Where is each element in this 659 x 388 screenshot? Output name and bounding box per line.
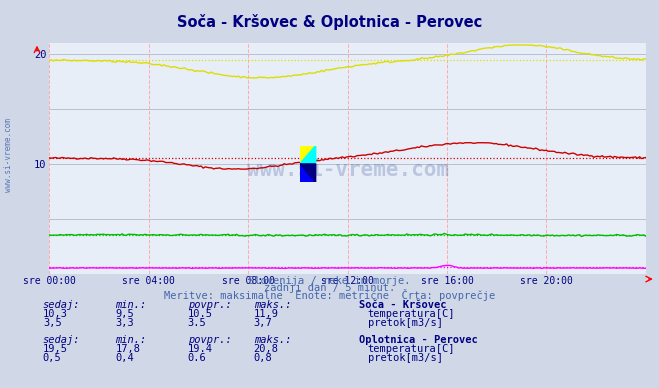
Text: Slovenija / reke in morje.: Slovenija / reke in morje.: [248, 276, 411, 286]
Text: povpr.:: povpr.:: [188, 300, 231, 310]
Text: povpr.:: povpr.:: [188, 335, 231, 345]
Text: 9,5: 9,5: [115, 309, 134, 319]
Text: Soča - Kršovec: Soča - Kršovec: [359, 300, 447, 310]
Text: pretok[m3/s]: pretok[m3/s]: [368, 353, 443, 363]
Text: min.:: min.:: [115, 335, 146, 345]
Text: 3.5: 3.5: [188, 318, 206, 328]
Text: 0,5: 0,5: [43, 353, 61, 363]
Text: 0.6: 0.6: [188, 353, 206, 363]
Text: 0,4: 0,4: [115, 353, 134, 363]
Text: zadnji dan / 5 minut.: zadnji dan / 5 minut.: [264, 283, 395, 293]
Text: Soča - Kršovec & Oplotnica - Perovec: Soča - Kršovec & Oplotnica - Perovec: [177, 14, 482, 29]
Polygon shape: [300, 164, 316, 182]
Text: 19.4: 19.4: [188, 344, 213, 354]
Text: 10.5: 10.5: [188, 309, 213, 319]
Text: Oplotnica - Perovec: Oplotnica - Perovec: [359, 335, 478, 345]
Text: 19,5: 19,5: [43, 344, 68, 354]
Text: 3,3: 3,3: [115, 318, 134, 328]
Text: 20,8: 20,8: [254, 344, 279, 354]
Text: min.:: min.:: [115, 300, 146, 310]
Text: maks.:: maks.:: [254, 335, 291, 345]
Text: 11,9: 11,9: [254, 309, 279, 319]
Text: temperatura[C]: temperatura[C]: [368, 309, 455, 319]
Text: www.si-vreme.com: www.si-vreme.com: [246, 159, 449, 180]
Text: www.si-vreme.com: www.si-vreme.com: [4, 118, 13, 192]
Text: 3,7: 3,7: [254, 318, 272, 328]
Polygon shape: [300, 164, 316, 182]
Text: 10,3: 10,3: [43, 309, 68, 319]
Text: 17,8: 17,8: [115, 344, 140, 354]
Text: pretok[m3/s]: pretok[m3/s]: [368, 318, 443, 328]
Text: 0,8: 0,8: [254, 353, 272, 363]
Text: sedaj:: sedaj:: [43, 300, 80, 310]
Polygon shape: [300, 146, 316, 164]
Text: sedaj:: sedaj:: [43, 335, 80, 345]
Text: Meritve: maksimalne  Enote: metrične  Črta: povprečje: Meritve: maksimalne Enote: metrične Črta…: [164, 289, 495, 301]
Text: 3,5: 3,5: [43, 318, 61, 328]
Text: temperatura[C]: temperatura[C]: [368, 344, 455, 354]
Polygon shape: [300, 146, 316, 164]
Text: maks.:: maks.:: [254, 300, 291, 310]
